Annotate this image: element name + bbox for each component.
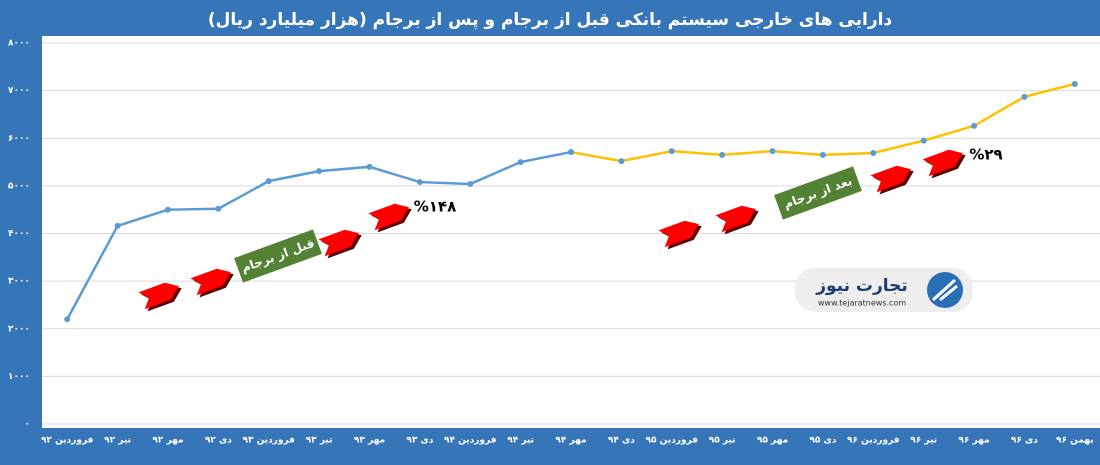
data-point [870, 150, 877, 157]
x-tick-label: فروردین ۹۶ [847, 436, 900, 446]
logo-url: www.tejaratnews.com [818, 299, 906, 308]
y-tick-label: ۴۰۰۰ [8, 229, 30, 239]
x-tick-label: مهر ۹۵ [757, 436, 788, 446]
x-tick-label: مهر ۹۴ [555, 436, 586, 446]
x-tick-label: تیر ۹۵ [709, 436, 736, 446]
y-tick-label: ۰ [25, 420, 31, 430]
data-point [64, 316, 71, 323]
y-tick-label: ۸۰۰۰ [8, 39, 30, 49]
chart-title: دارایی های خارجی سیستم بانکی قبل از برجا… [208, 10, 893, 30]
data-point [467, 180, 474, 187]
data-point [920, 137, 927, 144]
logo: تجارت نیوز www.tejaratnews.com [795, 268, 973, 312]
data-point [366, 163, 373, 170]
x-tick-label: دی ۹۴ [608, 436, 635, 446]
data-point [971, 122, 978, 129]
data-point [1021, 93, 1028, 100]
x-tick-label: تیر ۹۲ [104, 436, 131, 446]
data-point [114, 222, 121, 229]
data-point [668, 148, 675, 155]
data-point [416, 179, 423, 186]
x-tick-label: بهمن ۹۶ [1056, 436, 1094, 446]
logo-name: تجارت نیوز [815, 276, 908, 296]
x-tick-label: دی ۹۳ [406, 436, 433, 446]
data-point [316, 168, 323, 175]
annotation: %۲۹ [969, 146, 1002, 164]
x-tick-label: فروردین ۹۴ [444, 436, 497, 446]
data-point [265, 178, 272, 185]
x-tick-label: تیر ۹۶ [910, 436, 937, 446]
x-tick-label: فروردین ۹۵ [646, 436, 699, 446]
data-point [215, 205, 222, 212]
data-point [769, 148, 776, 155]
data-point [618, 158, 625, 165]
x-tick-label: تیر ۹۴ [507, 436, 534, 446]
x-tick-label: دی ۹۵ [809, 436, 836, 446]
y-tick-label: ۷۰۰۰ [8, 86, 30, 96]
y-tick-label: ۵۰۰۰ [8, 181, 30, 191]
plot-area [42, 36, 1100, 428]
y-tick-label: ۱۰۰۰ [8, 372, 30, 382]
y-tick-label: ۶۰۰۰ [8, 134, 30, 144]
annotation: %۱۴۸ [414, 198, 457, 216]
x-tick-label: دی ۹۶ [1011, 436, 1038, 446]
x-tick-label: فروردین ۹۳ [242, 436, 295, 446]
data-point [517, 159, 524, 166]
y-tick-label: ۲۰۰۰ [8, 324, 30, 334]
x-tick-label: مهر ۹۲ [152, 436, 183, 446]
y-tick-label: ۳۰۰۰ [8, 277, 30, 287]
x-tick-label: دی ۹۲ [205, 436, 232, 446]
x-tick-label: تیر ۹۳ [306, 436, 333, 446]
data-point [719, 151, 726, 158]
data-point [1071, 80, 1078, 87]
data-point [164, 206, 171, 213]
x-tick-label: فروردین ۹۲ [41, 436, 94, 446]
data-point [819, 151, 826, 158]
x-tick-label: مهر ۹۶ [958, 436, 989, 446]
x-tick-label: مهر ۹۳ [354, 436, 385, 446]
data-point [568, 149, 574, 156]
